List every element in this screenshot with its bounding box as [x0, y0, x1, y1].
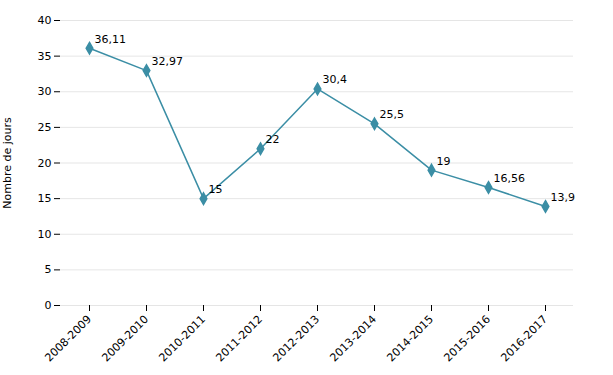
svg-text:16,56: 16,56: [494, 172, 526, 185]
svg-text:25,5: 25,5: [380, 108, 405, 121]
svg-text:32,97: 32,97: [152, 55, 184, 68]
svg-text:2011-2012: 2011-2012: [214, 313, 266, 365]
svg-text:2015-2016: 2015-2016: [442, 313, 494, 365]
svg-text:2016-2017: 2016-2017: [499, 313, 551, 365]
svg-text:2009-2010: 2009-2010: [100, 313, 152, 365]
svg-text:13,9: 13,9: [551, 191, 576, 204]
svg-text:Nombre de jours: Nombre de jours: [1, 117, 14, 209]
svg-text:19: 19: [437, 155, 451, 168]
svg-text:20: 20: [38, 157, 52, 170]
svg-text:40: 40: [38, 14, 52, 27]
svg-text:2008-2009: 2008-2009: [43, 313, 95, 365]
svg-text:30: 30: [38, 85, 52, 98]
svg-text:15: 15: [38, 192, 52, 205]
svg-text:15: 15: [209, 183, 223, 196]
svg-text:22: 22: [266, 133, 280, 146]
svg-text:30,4: 30,4: [323, 73, 348, 86]
svg-text:5: 5: [45, 263, 52, 276]
svg-text:2014-2015: 2014-2015: [385, 313, 437, 365]
svg-text:2010-2011: 2010-2011: [157, 313, 209, 365]
svg-text:10: 10: [38, 228, 52, 241]
svg-text:2012-2013: 2012-2013: [271, 313, 323, 365]
svg-text:0: 0: [45, 299, 52, 312]
svg-text:35: 35: [38, 50, 52, 63]
svg-text:25: 25: [38, 121, 52, 134]
svg-text:2013-2014: 2013-2014: [328, 313, 380, 365]
svg-text:36,11: 36,11: [95, 33, 127, 46]
